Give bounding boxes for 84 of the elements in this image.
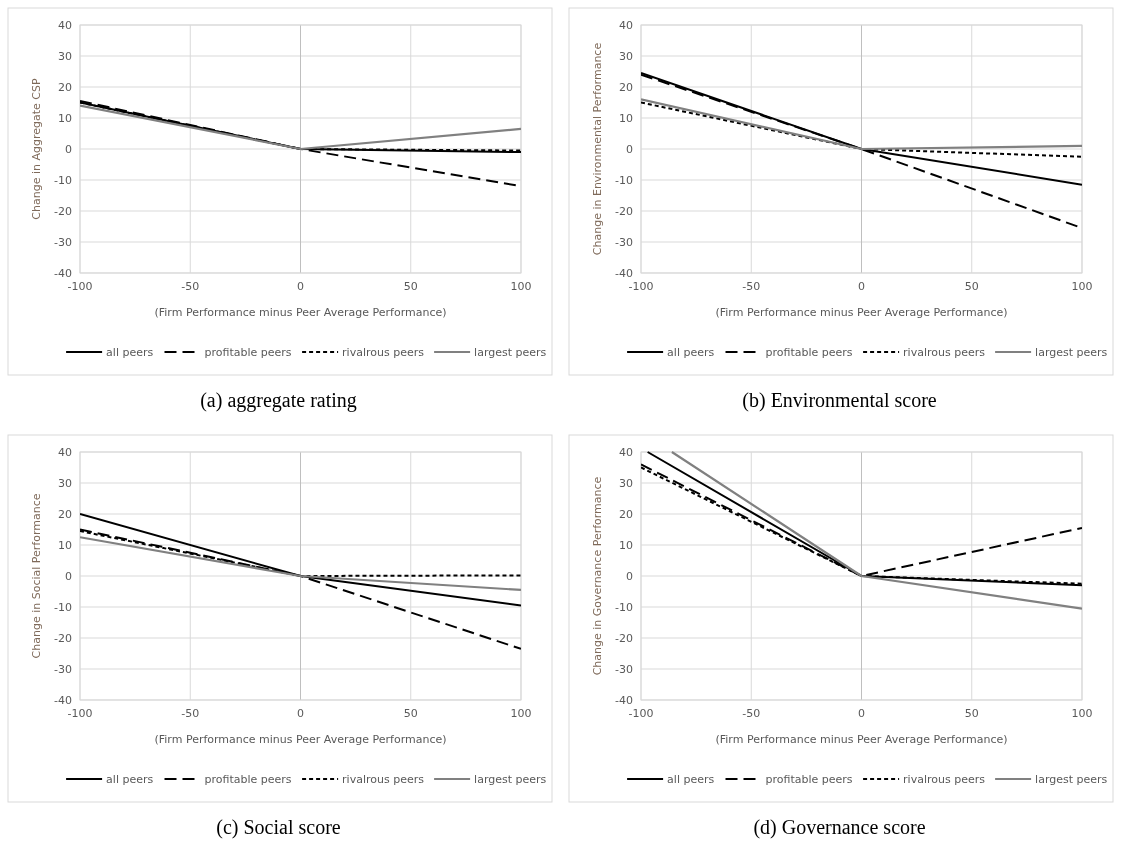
x-tick-label: -100: [67, 280, 93, 293]
y-tick-label: 30: [619, 49, 633, 63]
y-tick-label: -30: [615, 662, 633, 676]
y-tick-label: -20: [54, 631, 72, 645]
x-tick-label: 0: [297, 280, 304, 293]
y-tick-label: 0: [626, 569, 633, 583]
y-tick-label: -10: [54, 600, 72, 614]
x-axis-title: (Firm Performance minus Peer Average Performance): [715, 733, 1008, 746]
x-tick-label: -50: [742, 707, 761, 720]
legend-label: all peers: [106, 772, 154, 786]
y-tick-label: 0: [65, 142, 72, 156]
legend-label: largest peers: [1035, 772, 1108, 786]
y-tick-label: -10: [615, 173, 633, 187]
legend-label: largest peers: [1035, 345, 1108, 359]
x-tick-label: -50: [181, 280, 200, 293]
legend-label: largest peers: [474, 345, 547, 359]
y-axis-title: Change in Environmental Performance: [591, 42, 604, 256]
legend-label: profitable peers: [204, 345, 292, 359]
y-tick-label: 20: [619, 80, 633, 94]
y-tick-label: -20: [615, 204, 633, 218]
legend-label: rivalrous peers: [903, 345, 986, 359]
y-axis-title: Change in Aggregate CSP: [30, 78, 43, 220]
x-tick-label: 0: [858, 280, 865, 293]
legend-label: rivalrous peers: [342, 345, 425, 359]
y-tick-label: 40: [619, 18, 633, 32]
y-tick-label: 10: [619, 538, 633, 552]
y-tick-label: 20: [58, 507, 72, 521]
y-tick-label: 40: [58, 445, 72, 459]
y-tick-label: -40: [615, 693, 633, 707]
y-tick-label: 30: [58, 476, 72, 490]
legend-label: profitable peers: [765, 772, 853, 786]
x-tick-label: 50: [964, 707, 979, 720]
x-tick-label: -100: [67, 707, 93, 720]
y-tick-label: -10: [615, 600, 633, 614]
y-tick-label: 20: [619, 507, 633, 521]
legend-label: all peers: [667, 345, 715, 359]
x-tick-label: 100: [510, 707, 532, 720]
y-tick-label: 40: [58, 18, 72, 32]
legend-label: profitable peers: [204, 772, 292, 786]
y-tick-label: 10: [619, 111, 633, 125]
y-tick-label: -40: [54, 266, 72, 280]
x-tick-label: 0: [297, 707, 304, 720]
legend-label: rivalrous peers: [342, 772, 425, 786]
x-tick-label: 100: [510, 280, 532, 293]
x-tick-label: -50: [181, 707, 200, 720]
y-tick-label: 10: [58, 538, 72, 552]
y-tick-label: -30: [54, 662, 72, 676]
y-tick-label: 40: [619, 445, 633, 459]
y-axis-title: Change in Social Performance: [30, 493, 43, 659]
y-axis-title: Change in Governance Performance: [591, 476, 604, 676]
x-tick-label: 100: [1071, 280, 1093, 293]
y-tick-label: -20: [54, 204, 72, 218]
y-tick-label: 20: [58, 80, 72, 94]
text: (d) Governance score: [753, 816, 926, 839]
legend-label: rivalrous peers: [903, 772, 986, 786]
legend-label: all peers: [667, 772, 715, 786]
y-tick-label: -20: [615, 631, 633, 645]
legend-label: all peers: [106, 345, 154, 359]
x-axis-title: (Firm Performance minus Peer Average Performance): [154, 306, 447, 319]
y-tick-label: -30: [54, 235, 72, 249]
x-tick-label: 100: [1071, 707, 1093, 720]
x-tick-label: -100: [628, 280, 654, 293]
text: (a) aggregate rating: [200, 389, 357, 412]
x-axis-title: (Firm Performance minus Peer Average Performance): [715, 306, 1008, 319]
y-tick-label: -40: [615, 266, 633, 280]
y-tick-label: 30: [58, 49, 72, 63]
y-tick-label: 0: [626, 142, 633, 156]
x-tick-label: 50: [403, 707, 418, 720]
text: (b) Environmental score: [742, 389, 937, 412]
legend-label: profitable peers: [765, 345, 853, 359]
y-tick-label: -30: [615, 235, 633, 249]
legend-label: largest peers: [474, 772, 547, 786]
y-tick-label: 30: [619, 476, 633, 490]
x-tick-label: 0: [858, 707, 865, 720]
y-tick-label: 0: [65, 569, 72, 583]
x-tick-label: 50: [964, 280, 979, 293]
y-tick-label: -10: [54, 173, 72, 187]
x-tick-label: -100: [628, 707, 654, 720]
text: (c) Social score: [216, 816, 341, 839]
y-tick-label: 10: [58, 111, 72, 125]
x-tick-label: -50: [742, 280, 761, 293]
x-tick-label: 50: [403, 280, 418, 293]
x-axis-title: (Firm Performance minus Peer Average Performance): [154, 733, 447, 746]
y-tick-label: -40: [54, 693, 72, 707]
